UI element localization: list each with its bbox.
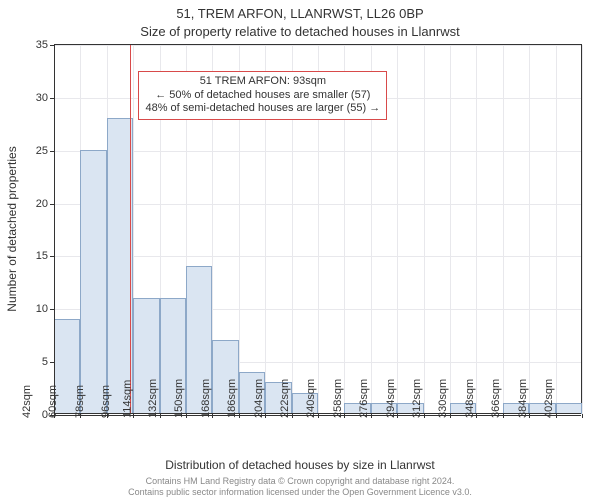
annotation-box: 51 TREM ARFON: 93sqm← 50% of detached ho… — [138, 71, 387, 120]
x-tick-mark — [239, 414, 240, 418]
x-tick-mark — [344, 414, 345, 418]
y-axis — [54, 45, 55, 414]
x-tick-label: 330sqm — [437, 379, 449, 418]
reference-line — [130, 45, 131, 414]
gridline-v — [529, 45, 530, 414]
x-tick-label: 132sqm — [147, 379, 159, 418]
x-tick-mark — [265, 414, 266, 418]
y-tick-mark — [50, 256, 54, 257]
x-tick-mark — [476, 414, 477, 418]
x-tick-mark — [503, 414, 504, 418]
y-tick-label: 15 — [36, 250, 48, 262]
gridline-v — [450, 45, 451, 414]
x-tick-mark — [318, 414, 319, 418]
x-tick-label: 276sqm — [358, 379, 370, 418]
annotation-line: ← 50% of detached houses are smaller (57… — [145, 89, 380, 103]
x-tick-mark — [292, 414, 293, 418]
y-tick-label: 5 — [42, 356, 48, 368]
x-tick-label: 114sqm — [121, 380, 133, 418]
x-tick-mark — [371, 414, 372, 418]
annotation-line: 51 TREM ARFON: 93sqm — [145, 75, 380, 89]
x-tick-mark — [186, 414, 187, 418]
title-address: 51, TREM ARFON, LLANRWST, LL26 0BP — [0, 6, 600, 21]
x-tick-mark — [160, 414, 161, 418]
x-tick-label: 240sqm — [305, 379, 317, 418]
footer-line-2: Contains public sector information licen… — [128, 487, 472, 497]
gridline-v — [556, 45, 557, 414]
x-tick-label: 258sqm — [332, 379, 344, 418]
plot-area: 51 TREM ARFON: 93sqm← 50% of detached ho… — [54, 44, 582, 414]
x-tick-mark — [529, 414, 530, 418]
y-tick-mark — [50, 45, 54, 46]
y-tick-label: 25 — [36, 145, 48, 157]
x-tick-label: 366sqm — [490, 379, 502, 418]
y-tick-mark — [50, 151, 54, 152]
y-tick-label: 10 — [36, 303, 48, 315]
x-tick-mark — [556, 414, 557, 418]
x-axis-label: Distribution of detached houses by size … — [0, 458, 600, 472]
x-tick-label: 168sqm — [200, 379, 212, 418]
x-tick-label: 384sqm — [516, 379, 528, 418]
x-tick-label: 222sqm — [279, 379, 291, 418]
gridline-v — [424, 45, 425, 414]
y-axis-label: Number of detached properties — [5, 146, 19, 311]
x-tick-label: 402sqm — [543, 379, 555, 418]
x-tick-label: 42sqm — [21, 385, 33, 418]
x-tick-label: 186sqm — [226, 379, 238, 418]
x-tick-mark — [424, 414, 425, 418]
footer-attribution: Contains HM Land Registry data © Crown c… — [0, 476, 600, 498]
x-tick-label: 204sqm — [252, 379, 264, 418]
gridline-v — [582, 45, 583, 414]
x-tick-mark — [582, 414, 583, 418]
gridline-v — [503, 45, 504, 414]
gridline-v — [476, 45, 477, 414]
y-tick-label: 30 — [36, 92, 48, 104]
annotation-line: 48% of semi-detached houses are larger (… — [145, 102, 380, 116]
x-tick-mark — [212, 414, 213, 418]
x-tick-label: 96sqm — [100, 385, 112, 418]
title-subtitle: Size of property relative to detached ho… — [0, 24, 600, 39]
x-tick-mark — [397, 414, 398, 418]
gridline-v — [397, 45, 398, 414]
y-tick-mark — [50, 98, 54, 99]
footer-line-1: Contains HM Land Registry data © Crown c… — [146, 476, 455, 486]
y-tick-label: 20 — [36, 198, 48, 210]
y-tick-label: 35 — [36, 39, 48, 51]
x-tick-label: 60sqm — [47, 385, 59, 418]
x-tick-label: 78sqm — [74, 385, 86, 418]
x-tick-label: 348sqm — [464, 379, 476, 418]
x-tick-label: 312sqm — [411, 379, 423, 418]
y-tick-mark — [50, 362, 54, 363]
histogram-bar — [80, 150, 106, 414]
x-tick-mark — [450, 414, 451, 418]
y-tick-mark — [50, 204, 54, 205]
x-tick-label: 150sqm — [173, 379, 185, 418]
y-tick-mark — [50, 309, 54, 310]
x-tick-label: 294sqm — [384, 379, 396, 418]
chart-container: 51, TREM ARFON, LLANRWST, LL26 0BP Size … — [0, 0, 600, 500]
